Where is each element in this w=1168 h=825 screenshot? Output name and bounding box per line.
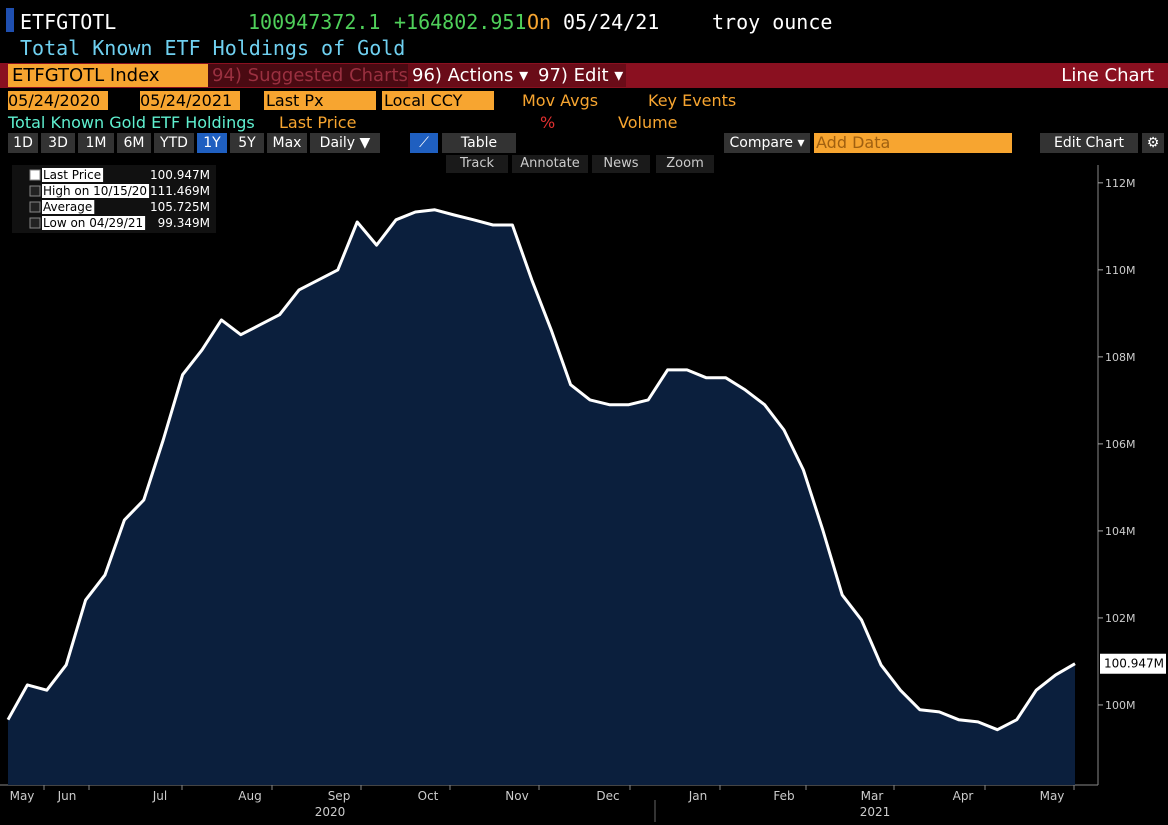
- legend-label: Last Price: [43, 168, 101, 182]
- x-tick-label: Feb: [773, 789, 794, 803]
- add-data[interactable]: Add Data: [814, 133, 1012, 153]
- x-tick-label: Aug: [238, 789, 261, 803]
- period-button[interactable]: Max: [267, 133, 307, 153]
- x-tick-label: Jan: [688, 789, 708, 803]
- x-tick-label: May: [10, 789, 35, 803]
- field-volume: Volume: [618, 113, 678, 132]
- end-label-box: [1100, 653, 1166, 674]
- start-date[interactable]: 05/24/2020: [8, 91, 108, 110]
- y-tick-label: 106M: [1105, 438, 1136, 451]
- legend-value: 105.725M: [150, 200, 210, 214]
- settings-icon[interactable]: ⚙: [1142, 133, 1164, 153]
- area: [8, 209, 1075, 786]
- legend-label-bg: [42, 200, 95, 214]
- table[interactable]: Table: [442, 133, 516, 153]
- x-tick-label: Jun: [57, 789, 77, 803]
- year-label: 2021: [860, 805, 891, 819]
- marker: [6, 8, 14, 32]
- x-tick-label: Dec: [596, 789, 619, 803]
- field[interactable]: Last Px: [264, 91, 376, 110]
- y-tick-label: 112M: [1105, 177, 1136, 190]
- x-tick-label: Sep: [328, 789, 351, 803]
- period-button[interactable]: 1D: [8, 133, 38, 153]
- legend-label: Low on 04/29/21: [43, 216, 143, 230]
- x-tick-label: Nov: [505, 789, 528, 803]
- legend-key: [29, 217, 41, 229]
- period-button[interactable]: Daily ▼: [310, 133, 380, 153]
- security[interactable]: ETFGTOTL Index: [8, 64, 208, 87]
- legend-label-bg: [42, 216, 146, 230]
- y-tick-label: 108M: [1105, 351, 1136, 364]
- field-name: Total Known Gold ETF Holdings: [8, 113, 255, 132]
- legend-label: High on 10/15/20: [43, 184, 147, 198]
- legend-value: 111.469M: [150, 184, 210, 198]
- period-button[interactable]: 3D: [41, 133, 75, 153]
- on: On: [527, 10, 552, 34]
- unit: troy ounce: [712, 10, 833, 34]
- tool-button[interactable]: News: [592, 155, 650, 173]
- end-label: 100.947M: [1104, 657, 1164, 671]
- x-tick-label: Oct: [418, 789, 439, 803]
- y-tick-label: 104M: [1105, 525, 1136, 538]
- y-tick-label: 102M: [1105, 612, 1136, 625]
- legend-key: [29, 169, 41, 181]
- compare[interactable]: Compare ▾: [724, 133, 810, 153]
- key-events[interactable]: Key Events: [648, 91, 737, 110]
- x-tick-label: May: [1040, 789, 1065, 803]
- legend-value: 100.947M: [150, 168, 210, 182]
- tool-button[interactable]: Annotate: [512, 155, 588, 173]
- x-tick-label: Jul: [152, 789, 167, 803]
- currency[interactable]: Local CCY: [382, 91, 494, 110]
- legend-value: 99.349M: [158, 216, 210, 230]
- period-button[interactable]: 6M: [117, 133, 151, 153]
- period-button[interactable]: 1M: [78, 133, 114, 153]
- tool-button[interactable]: Zoom: [656, 155, 714, 173]
- tool-button[interactable]: Track: [446, 155, 508, 173]
- legend-key: [29, 201, 41, 213]
- actions[interactable]: 96) Actions ▾: [408, 64, 534, 87]
- period-button[interactable]: YTD: [154, 133, 194, 153]
- field-pct: %: [540, 113, 556, 132]
- legend-key: [29, 185, 41, 197]
- mov-avgs[interactable]: Mov Avgs: [522, 91, 599, 110]
- period-button[interactable]: 5Y: [230, 133, 264, 153]
- change: +164802.951: [394, 10, 527, 34]
- edit[interactable]: 97) Edit ▾: [534, 64, 626, 87]
- y-tick-label: 110M: [1105, 264, 1136, 277]
- period-button[interactable]: 1Y: [197, 133, 227, 153]
- y-tick-label: 100M: [1105, 699, 1136, 712]
- date: 05/24/21: [563, 10, 660, 34]
- line: [6, 208, 1076, 732]
- chart-type[interactable]: Line Chart: [1061, 65, 1154, 86]
- x-tick-label: Mar: [861, 789, 884, 803]
- ticker: ETFGTOTL: [20, 10, 117, 34]
- edit-chart[interactable]: Edit Chart: [1040, 133, 1138, 153]
- suggested[interactable]: 94) Suggested Charts: [208, 64, 408, 87]
- legend-label-bg: [42, 168, 104, 182]
- line-icon[interactable]: ⟋: [410, 133, 438, 153]
- last-value: 100947372.1: [248, 10, 381, 34]
- subtitle: Total Known ETF Holdings of Gold: [20, 36, 406, 60]
- x-tick-label: Apr: [953, 789, 974, 803]
- end-date[interactable]: 05/24/2021: [140, 91, 240, 110]
- legend-label-bg: [42, 184, 150, 198]
- legend-label: Average: [43, 200, 92, 214]
- field-price: Last Price: [279, 113, 357, 132]
- year-label: 2020: [315, 805, 346, 819]
